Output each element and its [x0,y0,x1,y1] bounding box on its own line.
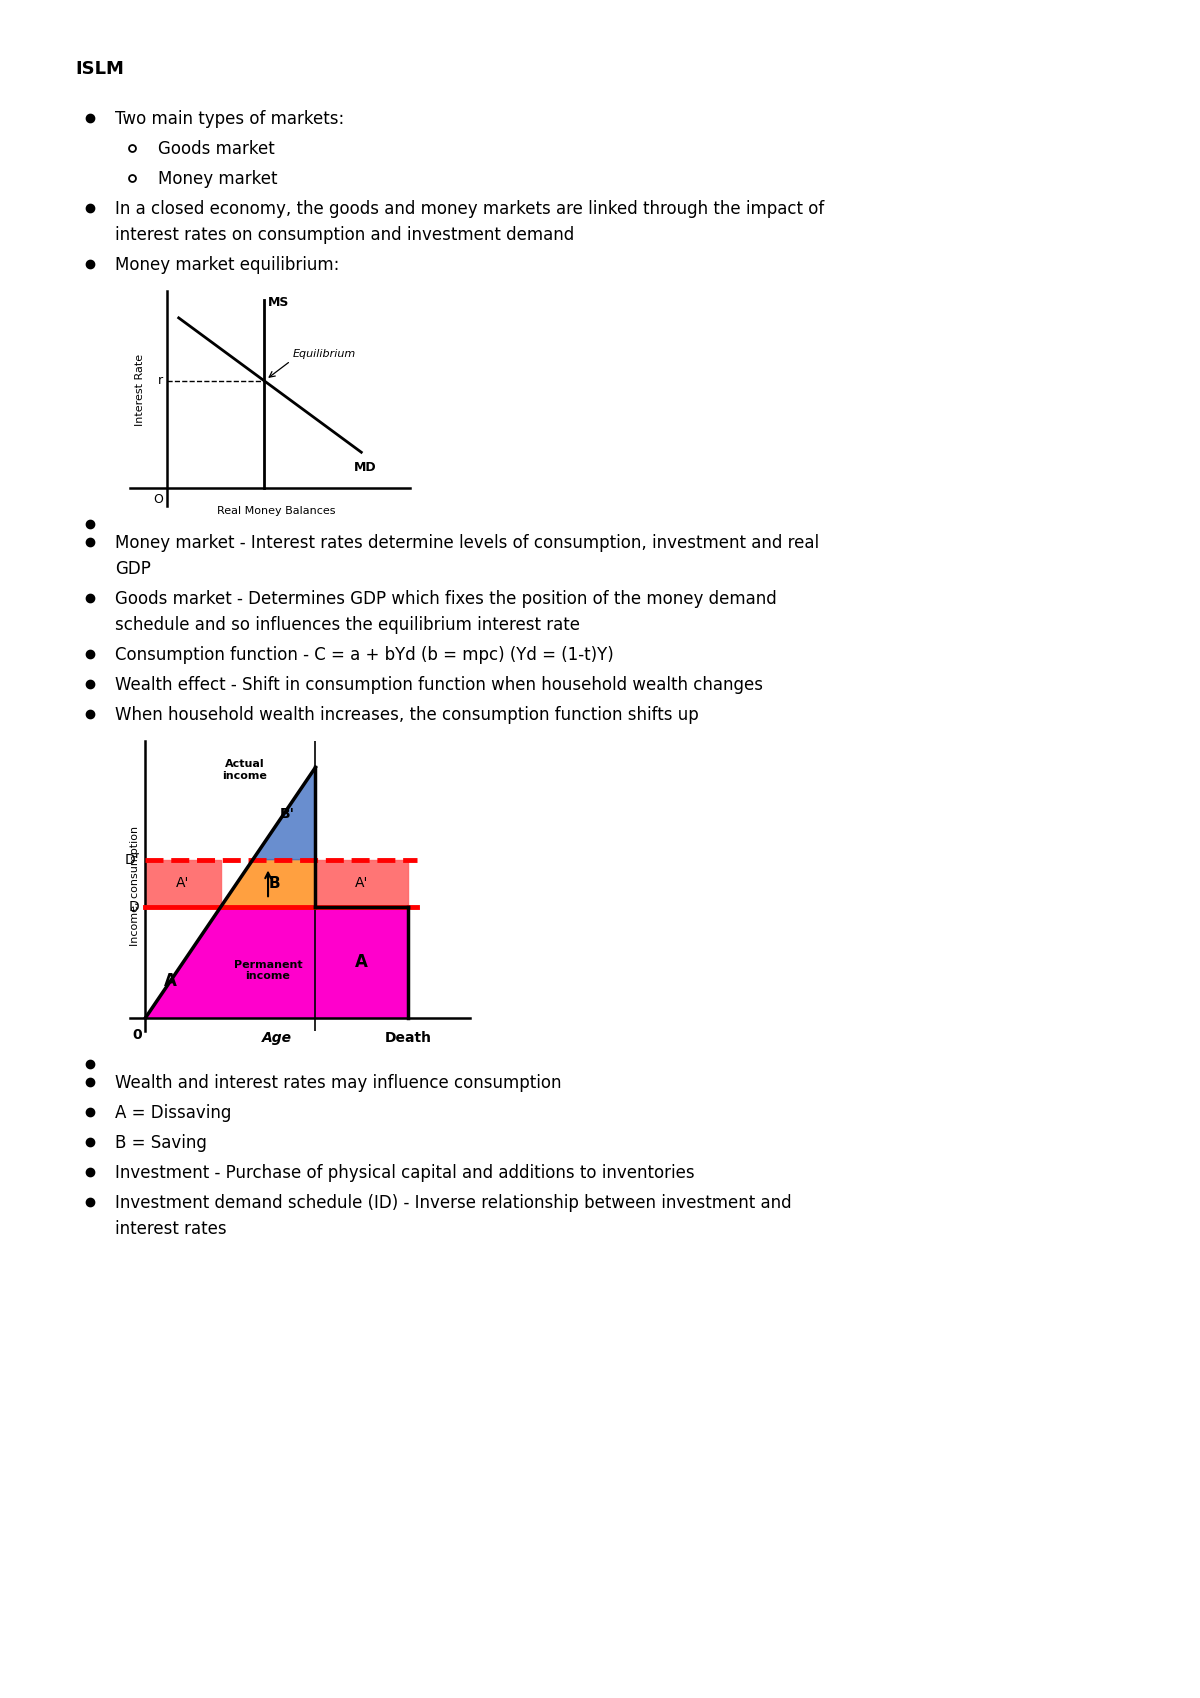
Text: Age: Age [262,1031,292,1044]
Text: Money market equilibrium:: Money market equilibrium: [115,256,340,273]
Text: Actual
income: Actual income [222,759,266,781]
Text: A': A' [176,876,190,890]
Text: In a closed economy, the goods and money markets are linked through the impact o: In a closed economy, the goods and money… [115,200,824,217]
Text: Wealth and interest rates may influence consumption: Wealth and interest rates may influence … [115,1075,562,1092]
Text: Investment - Purchase of physical capital and additions to inventories: Investment - Purchase of physical capita… [115,1165,695,1182]
Text: GDP: GDP [115,560,151,577]
Polygon shape [145,907,316,1017]
Text: ISLM: ISLM [74,59,124,78]
Text: interest rates: interest rates [115,1219,227,1238]
Text: B: B [269,876,280,891]
Text: Investment demand schedule (ID) - Inverse relationship between investment and: Investment demand schedule (ID) - Invers… [115,1194,792,1212]
Text: B = Saving: B = Saving [115,1134,206,1151]
Polygon shape [316,859,408,907]
Text: D: D [128,900,139,914]
Text: Goods market - Determines GDP which fixes the position of the money demand: Goods market - Determines GDP which fixe… [115,589,776,608]
Polygon shape [316,907,408,1017]
Text: interest rates on consumption and investment demand: interest rates on consumption and invest… [115,226,575,245]
Text: Money market: Money market [158,170,277,188]
Text: r: r [157,374,163,387]
Text: A = Dissaving: A = Dissaving [115,1104,232,1122]
Text: MS: MS [268,297,289,309]
Text: Consumption function - C = a + bYd (b = mpc) (Yd = (1-t)Y): Consumption function - C = a + bYd (b = … [115,645,613,664]
Text: A': A' [355,876,368,890]
Text: A: A [164,971,176,990]
Text: D': D' [125,852,139,866]
Text: Equilibrium: Equilibrium [293,348,356,358]
Polygon shape [253,767,316,859]
Text: Death: Death [385,1031,432,1044]
Text: Goods market: Goods market [158,139,275,158]
Text: Two main types of markets:: Two main types of markets: [115,110,344,127]
Polygon shape [145,859,221,907]
Text: Real Money Balances: Real Money Balances [217,506,335,516]
Text: Permanent
income: Permanent income [234,959,302,981]
Text: Money market - Interest rates determine levels of consumption, investment and re: Money market - Interest rates determine … [115,533,820,552]
Text: Wealth effect - Shift in consumption function when household wealth changes: Wealth effect - Shift in consumption fun… [115,676,763,694]
Text: B': B' [280,807,295,820]
Text: 0: 0 [133,1029,143,1043]
Text: When household wealth increases, the consumption function shifts up: When household wealth increases, the con… [115,706,698,723]
Text: A: A [355,954,368,971]
Text: Interest Rate: Interest Rate [134,353,145,426]
Text: schedule and so influences the equilibrium interest rate: schedule and so influences the equilibri… [115,616,580,633]
Text: MD: MD [354,462,377,474]
Text: Income, consumption: Income, consumption [130,825,139,946]
Polygon shape [221,859,316,907]
Text: O: O [152,494,163,506]
